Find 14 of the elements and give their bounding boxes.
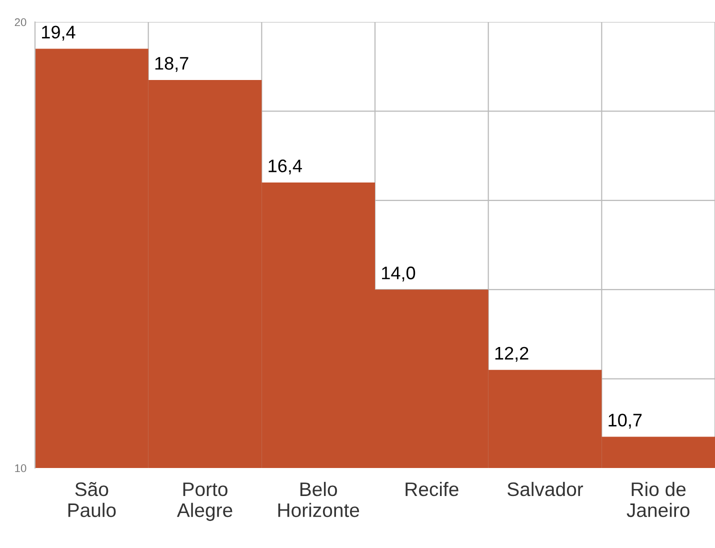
x-tick-label: Rio de Janeiro [626, 482, 690, 518]
x-tick-label: São Paulo [68, 482, 116, 518]
x-tick-label: Belo Horizonte [278, 482, 360, 518]
data-label: 16,4 [268, 160, 302, 174]
data-label: 12,2 [495, 346, 528, 362]
x-tick-label: Porto Alegre [176, 482, 232, 521]
y-tick-label: 20 [14, 18, 26, 26]
x-tick-label: Recife [406, 482, 458, 496]
data-label: 18,7 [155, 56, 188, 72]
data-label: 14,0 [382, 266, 416, 282]
data-label: 19,4 [42, 26, 76, 41]
data-label: 10,7 [608, 414, 642, 429]
x-tick-label: Salvador [508, 482, 584, 496]
y-tick-label: 10 [15, 464, 26, 472]
